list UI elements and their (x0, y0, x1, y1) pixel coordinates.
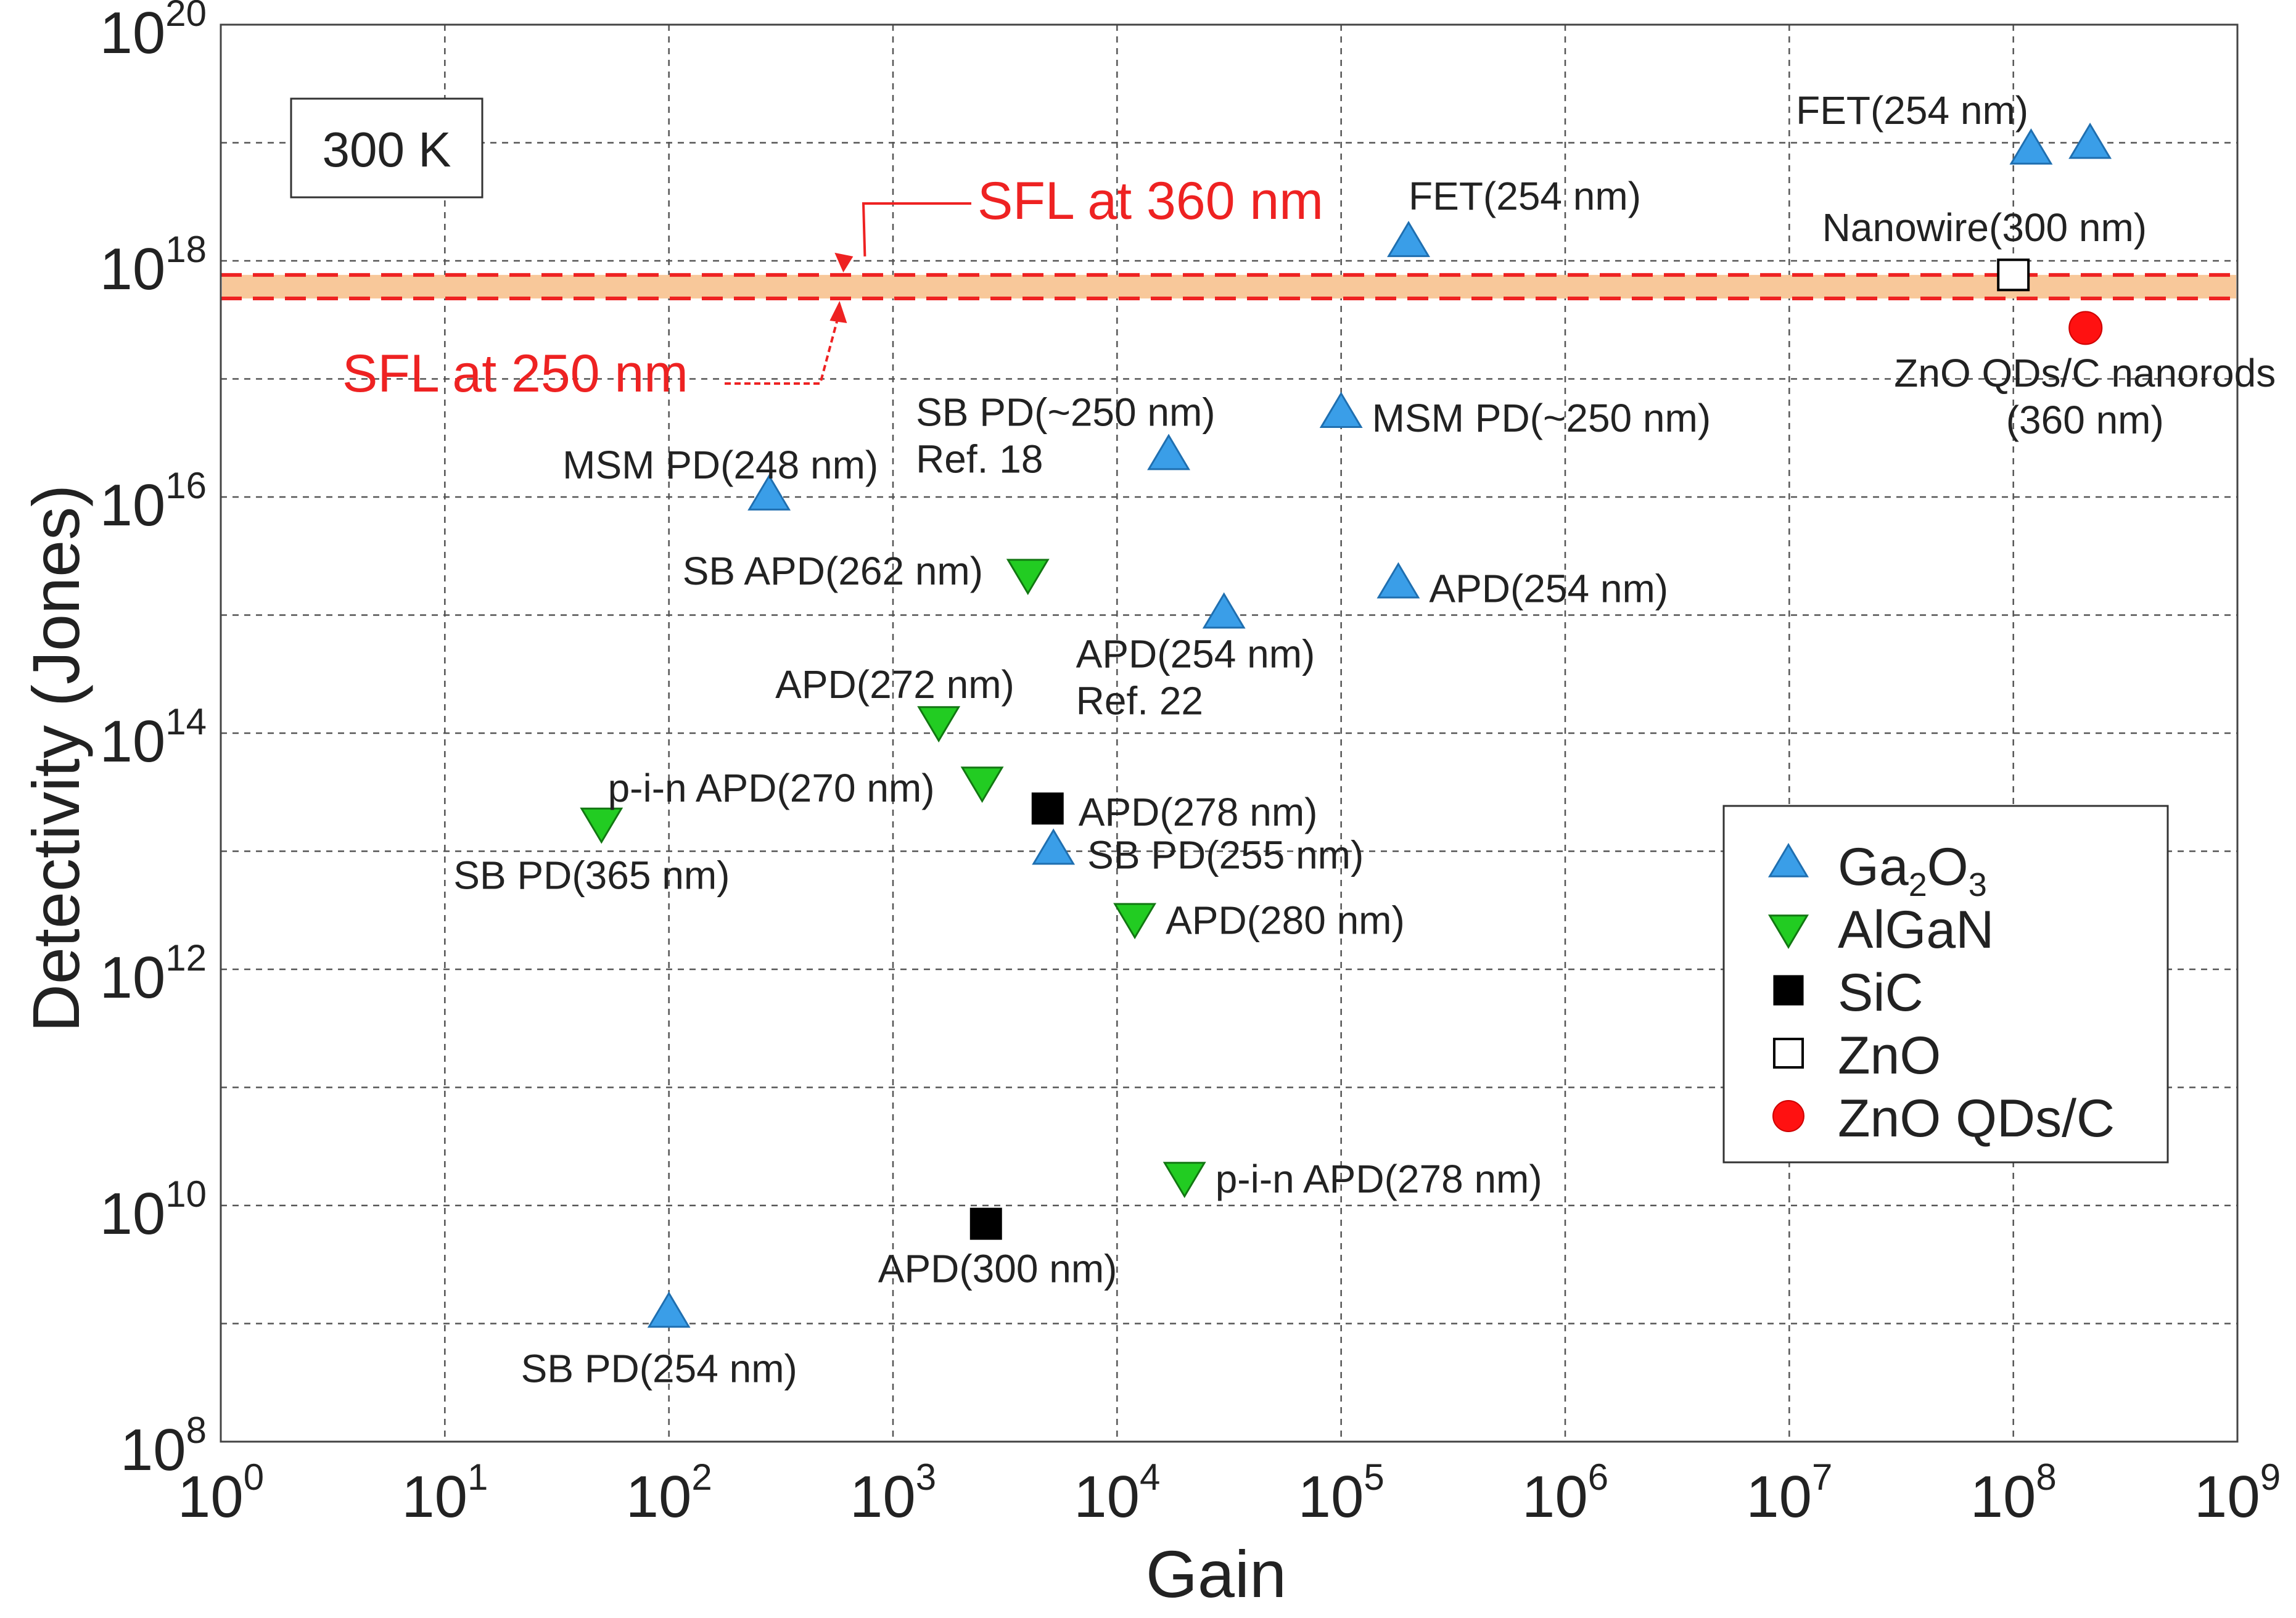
data-label: APD(278 nm) (1079, 790, 1318, 834)
y-tick-label: 1018 (99, 229, 207, 302)
legend-marker (1767, 843, 1809, 877)
y-tick-label: 1010 (99, 1173, 207, 1247)
point-ga2o3 (1376, 562, 1420, 599)
legend-marker (1772, 1037, 1804, 1069)
data-label: APD(280 nm) (1166, 898, 1405, 942)
point-ga2o3 (1147, 433, 1190, 470)
sfl-250-arrowhead (829, 301, 847, 324)
x-tick-label: 106 (1522, 1456, 1608, 1530)
y-tick-label: 1020 (99, 0, 207, 66)
data-label: APD(254 nm) (1076, 632, 1315, 676)
x-tick-labels: 100 101 102 103 104 105 106 107 108 109 (178, 1456, 2281, 1530)
temperature-box: 300 K (290, 97, 483, 199)
plot-area (220, 23, 2239, 1443)
data-label: SB PD(254 nm) (521, 1346, 797, 1390)
point-zno-qds-c (2068, 311, 2103, 345)
legend-marker (1773, 975, 1804, 1006)
data-label: Nanowire(300 nm) (1822, 205, 2147, 250)
data-label: SB APD(262 nm) (683, 549, 983, 593)
legend-label: SiC (1838, 963, 1924, 1022)
legend-marker (1772, 1100, 1804, 1132)
point-ga2o3 (1032, 828, 1076, 865)
point-algan (580, 807, 623, 844)
legend-label: ZnO QDs/C (1838, 1089, 2115, 1148)
x-tick-label: 107 (1746, 1456, 1832, 1530)
point-ga2o3 (1202, 592, 1246, 629)
legend-label: AlGaN (1838, 900, 1994, 959)
x-tick-label: 105 (1298, 1456, 1385, 1530)
point-algan (1162, 1162, 1206, 1199)
data-label: APD(300 nm) (878, 1247, 1117, 1291)
point-ga2o3 (747, 474, 791, 511)
y-tick-label: 1016 (99, 465, 207, 538)
legend-label: Ga2O3 (1838, 837, 1987, 903)
point-algan (1113, 903, 1157, 940)
legend-marker (1767, 914, 1809, 949)
y-tick-label: 108 (120, 1410, 207, 1483)
sfl-250-label: SFL at 250 nm (342, 344, 688, 403)
sfl-360-pointer (862, 202, 971, 257)
sfl-360-arrowhead (834, 252, 854, 273)
data-label: (360 nm) (2006, 398, 2164, 442)
point-ga2o3 (1319, 392, 1363, 429)
point-sic (969, 1207, 1002, 1240)
x-tick-label: 103 (850, 1456, 936, 1530)
sfl-band (221, 273, 2237, 301)
point-algan (960, 766, 1004, 803)
point-zno (1997, 258, 2030, 292)
point-algan (1006, 559, 1050, 596)
point-ga2o3 (1387, 221, 1430, 257)
data-label: p-i-n APD(270 nm) (608, 766, 935, 810)
x-axis-label: Gain (1146, 1537, 1286, 1611)
data-label: FET(254 nm) (1796, 88, 2028, 133)
sfl-annotations: SFL at 360 nm SFL at 250 nm (342, 171, 1323, 403)
data-points (580, 122, 2112, 1328)
x-tick-label: 108 (1970, 1456, 2057, 1530)
data-label: p-i-n APD(278 nm) (1216, 1157, 1542, 1201)
point-sic (1031, 792, 1064, 825)
y-tick-labels: 108 1010 1012 1014 1016 1018 1020 (99, 0, 207, 1483)
x-tick-label: 109 (2194, 1456, 2281, 1530)
sfl-360-label: SFL at 360 nm (977, 171, 1323, 231)
point-ga2o3 (2068, 122, 2112, 159)
point-ga2o3 (647, 1291, 691, 1328)
data-label: SB PD(~250 nm) (916, 390, 1216, 434)
sfl-250-pointer (725, 320, 839, 385)
x-tick-label: 100 (178, 1456, 264, 1530)
data-label: MSM PD(248 nm) (562, 443, 878, 487)
point-algan (917, 706, 961, 743)
data-label: Ref. 18 (916, 437, 1043, 481)
x-tick-label: 102 (626, 1456, 712, 1530)
data-label: ZnO QDs/C nanorods (1894, 351, 2276, 395)
sfl-band-fill (222, 274, 2236, 299)
data-label: FET(254 nm) (1409, 174, 1641, 218)
legend-label: ZnO (1838, 1026, 1941, 1085)
data-label: MSM PD(~250 nm) (1372, 396, 1711, 440)
data-label: SB PD(365 nm) (453, 853, 730, 898)
data-label: SB PD(255 nm) (1087, 833, 1364, 877)
data-label: Ref. 22 (1076, 679, 1203, 723)
data-label: APD(272 nm) (775, 662, 1014, 707)
point-ga2o3 (2009, 128, 2053, 165)
temperature-label: 300 K (322, 122, 451, 177)
y-tick-label: 1014 (99, 701, 207, 774)
x-tick-label: 101 (401, 1456, 488, 1530)
data-labels: SB PD(254 nm) MSM PD(248 nm) SB PD(255 nm)… (453, 88, 2276, 1391)
y-tick-label: 1012 (99, 937, 207, 1011)
data-label: APD(254 nm) (1429, 567, 1668, 611)
x-tick-label: 104 (1074, 1456, 1160, 1530)
y-axis-label: Detectivity (Jones) (19, 485, 93, 1032)
